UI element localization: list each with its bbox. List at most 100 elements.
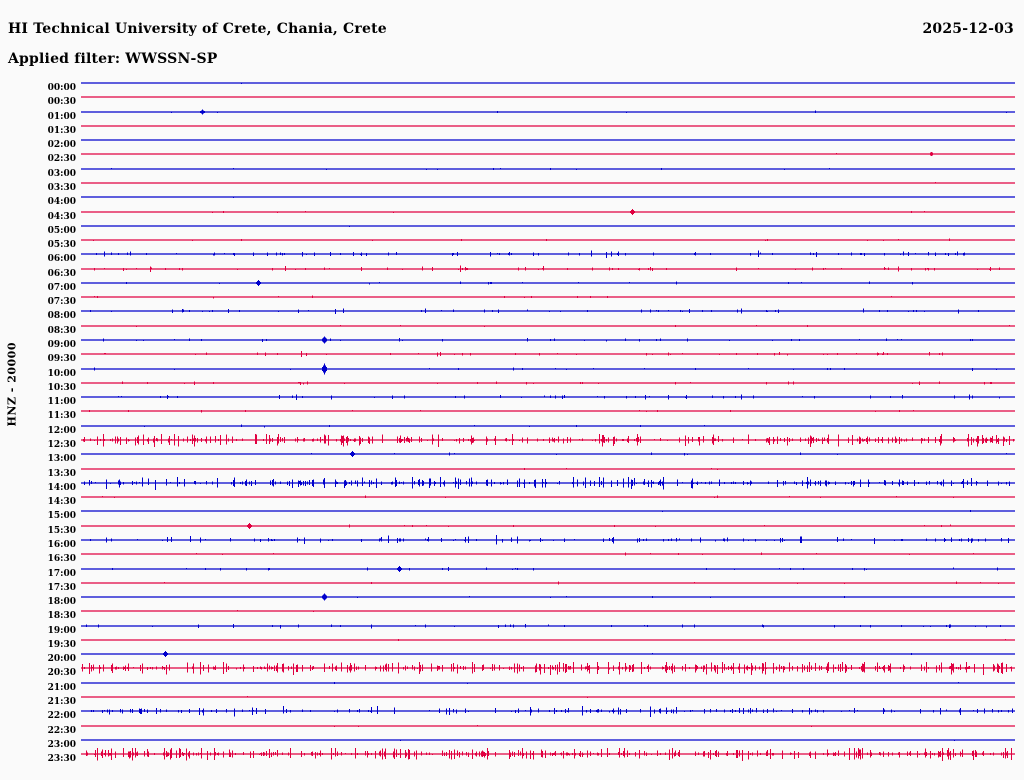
trace-row: 17:30 (0, 581, 1024, 597)
trace-row-time-label: 16:00 (47, 539, 76, 550)
seismic-trace (81, 336, 1015, 344)
seismic-trace (81, 424, 1015, 428)
trace-row-time-label: 14:30 (47, 497, 76, 508)
seismic-trace (81, 623, 1015, 629)
trace-row: 21:00 (0, 681, 1024, 697)
seismic-trace (81, 152, 1015, 157)
seismic-trace (81, 265, 1015, 272)
trace-row: 22:00 (0, 706, 1024, 725)
seismic-trace (81, 706, 1015, 718)
trace-row: 20:30 (0, 662, 1024, 682)
seismic-trace (81, 681, 1015, 684)
seismic-trace (81, 82, 1015, 84)
trace-row: 14:00 (0, 476, 1024, 497)
trace-row: 01:30 (0, 125, 1024, 140)
trace-row-time-label: 23:00 (47, 739, 76, 750)
seismic-trace (81, 696, 1015, 698)
seismic-trace (81, 208, 1015, 215)
seismic-trace (81, 295, 1015, 299)
trace-row: 12:30 (0, 434, 1024, 454)
seismic-trace (81, 109, 1015, 114)
record-date: 2025-12-03 (922, 21, 1014, 37)
trace-row-time-label: 04:30 (47, 211, 76, 222)
seismic-trace (81, 467, 1015, 470)
trace-row: 03:00 (0, 167, 1024, 183)
seismic-trace (81, 225, 1015, 227)
seismic-trace (81, 651, 1015, 658)
trace-row-time-label: 17:00 (47, 568, 76, 579)
trace-row-time-label: 13:30 (47, 468, 76, 479)
seismic-trace (81, 522, 1015, 529)
trace-row-time-label: 00:30 (47, 97, 76, 108)
trace-row: 16:30 (0, 552, 1024, 568)
trace-row-time-label: 01:00 (47, 111, 76, 122)
seismic-trace (81, 639, 1015, 641)
trace-row-time-label: 00:00 (47, 83, 76, 93)
trace-row: 18:30 (0, 610, 1024, 625)
seismic-trace (81, 410, 1015, 413)
seismic-trace (81, 238, 1015, 242)
trace-row-time-label: 05:00 (47, 225, 76, 236)
trace-row-time-label: 16:30 (47, 554, 76, 565)
seismic-trace (81, 363, 1015, 374)
trace-row: 06:30 (0, 265, 1024, 283)
trace-row: 17:00 (0, 565, 1024, 583)
trace-row-time-label: 10:00 (47, 368, 76, 379)
seismic-trace (81, 739, 1015, 741)
trace-row: 15:00 (0, 510, 1024, 525)
trace-row-time-label: 20:30 (47, 668, 76, 679)
trace-row-time-label: 07:30 (47, 297, 76, 308)
trace-row-time-label: 12:30 (47, 440, 76, 450)
trace-row: 21:30 (0, 696, 1024, 711)
seismic-trace (81, 394, 1015, 400)
helicorder-plot: 00:00 00:30 01:00 01:30 02:00 02:30 03:00 03:30… (0, 80, 1024, 774)
trace-row: 23:00 (0, 739, 1024, 754)
trace-row-time-label: 12:00 (47, 425, 76, 436)
trace-row: 07:30 (0, 295, 1024, 311)
seismic-trace (81, 565, 1015, 572)
seismic-trace (81, 495, 1015, 499)
trace-row: 16:00 (0, 535, 1024, 554)
seismic-trace (81, 451, 1015, 458)
trace-row: 11:30 (0, 410, 1024, 425)
seismic-trace (81, 610, 1015, 613)
trace-row-time-label: 02:30 (47, 154, 76, 165)
trace-row: 05:30 (0, 238, 1024, 254)
trace-row: 08:00 (0, 309, 1024, 325)
seismic-trace (81, 381, 1015, 385)
page-title: HI Technical University of Crete, Chania… (8, 21, 387, 37)
trace-row: 22:30 (0, 724, 1024, 740)
trace-row-time-label: 01:30 (47, 125, 76, 136)
seismic-trace (81, 510, 1015, 513)
trace-row-time-label: 09:00 (47, 340, 76, 351)
trace-row-time-label: 21:00 (47, 682, 76, 693)
trace-row-time-label: 07:00 (47, 282, 76, 293)
seismic-trace (81, 593, 1015, 601)
seismic-trace (81, 324, 1015, 327)
trace-row: 10:00 (0, 363, 1024, 383)
trace-row-time-label: 21:30 (47, 697, 76, 708)
trace-row-time-label: 14:00 (47, 482, 76, 493)
trace-row: 03:30 (0, 182, 1024, 197)
trace-row: 19:30 (0, 639, 1024, 654)
trace-row-time-label: 18:30 (47, 611, 76, 622)
trace-row-time-label: 23:30 (47, 754, 76, 765)
seismic-trace (81, 279, 1015, 286)
trace-row-time-label: 19:30 (47, 639, 76, 650)
seismic-trace (81, 250, 1015, 259)
trace-row: 05:00 (0, 225, 1024, 240)
seismic-trace (81, 309, 1015, 315)
trace-row-time-label: 13:00 (47, 454, 76, 465)
seismic-trace (81, 96, 1015, 98)
trace-row-time-label: 05:30 (47, 240, 76, 251)
seismic-trace (81, 351, 1015, 358)
seismic-trace (81, 662, 1015, 676)
seismic-trace (81, 167, 1015, 170)
trace-row: 11:00 (0, 394, 1024, 411)
seismic-trace (81, 748, 1015, 762)
trace-row-time-label: 06:30 (47, 268, 76, 279)
trace-row: 19:00 (0, 623, 1024, 640)
trace-row: 06:00 (0, 250, 1024, 268)
trace-row: 20:00 (0, 651, 1024, 668)
trace-row-time-label: 06:00 (47, 254, 76, 265)
